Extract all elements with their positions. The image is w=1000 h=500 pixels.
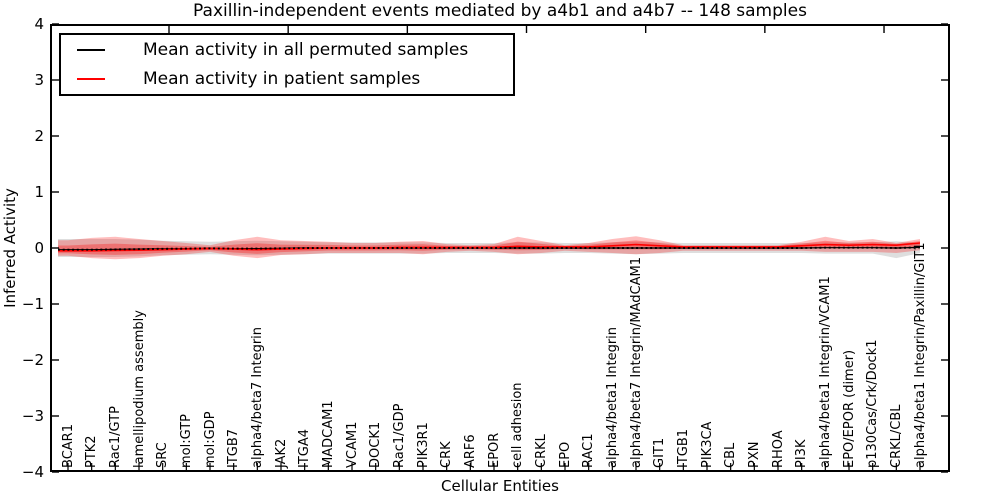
x-tick-label: alpha4/beta1 Integrin/Paxillin/GIT1 (912, 242, 928, 468)
x-tick-label: ITGB7 (226, 428, 242, 468)
x-tick-label: CRKL/CBL (888, 404, 904, 469)
x-tick-label: alpha4/beta7 Integrin (249, 326, 265, 468)
x-tick-label: lamellipodium assembly (131, 310, 147, 468)
x-tick-label: Rac1/GTP (107, 406, 123, 468)
chart-title: Paxillin-independent events mediated by … (193, 1, 807, 21)
y-tick-label: −3 (21, 407, 44, 425)
x-tick-label: BCAR1 (60, 424, 76, 468)
y-tick-label: 3 (34, 71, 44, 89)
x-tick-label: EPOR (486, 432, 502, 468)
x-tick-label: ITGB1 (675, 428, 691, 468)
plot-frame (50, 24, 950, 472)
legend: Mean activity in all permuted samples Me… (59, 33, 515, 96)
x-tick-label: alpha4/beta7 Integrin/MAdCAM1 (628, 257, 644, 468)
x-tick-label: SRC (155, 442, 171, 468)
x-axis-label: Cellular Entities (441, 477, 559, 495)
x-tick-label: ITGA4 (297, 428, 313, 468)
x-tick-label: cell adhesion (510, 382, 526, 468)
x-tick-label: VCAM1 (344, 421, 360, 468)
x-tick-label: PTK2 (84, 435, 100, 468)
permuted-mean-dotted-line (58, 246, 921, 251)
x-tick-label: PIK3R1 (415, 422, 431, 468)
x-tick-label: p130Cas/Crk/Dock1 (865, 339, 881, 468)
legend-label: Mean activity in patient samples (143, 69, 421, 89)
x-tick-label: PI3K (794, 439, 810, 468)
y-tick-label: 4 (34, 15, 44, 33)
x-tick-label: EPO/EPOR (dimer) (841, 349, 857, 468)
x-tick-label: alpha4/beta1 Integrin/VCAM1 (817, 276, 833, 468)
y-tick-label: −1 (21, 295, 44, 313)
x-tick-label: EPO (557, 441, 573, 468)
y-tick-label: 1 (34, 183, 44, 201)
x-tick-label: DOCK1 (368, 421, 384, 468)
x-tick-label: ARF6 (462, 434, 478, 468)
legend-label: Mean activity in all permuted samples (143, 40, 469, 60)
x-tick-label: mol:GTP (178, 414, 194, 468)
legend-item-patient: Mean activity in patient samples (61, 68, 513, 90)
x-tick-label: CBL (723, 442, 739, 468)
x-tick-label: RAC1 (581, 433, 597, 468)
x-tick-label: PXN (746, 441, 762, 468)
y-tick-label: 2 (34, 127, 44, 145)
x-tick-label: PIK3CA (699, 421, 715, 468)
x-tick-label: MADCAM1 (320, 400, 336, 468)
y-tick-label: 0 (34, 239, 44, 257)
x-tick-label: mol:GDP (202, 411, 218, 468)
x-tick-label: CRKL (533, 434, 549, 468)
x-tick-label: RHOA (770, 430, 786, 468)
black-line-swatch-icon (77, 49, 105, 51)
legend-item-permuted: Mean activity in all permuted samples (61, 39, 513, 61)
x-tick-label: CRK (439, 441, 455, 468)
x-tick-label: alpha4/beta1 Integrin (604, 326, 620, 468)
x-tick-label: Rac1/GDP (391, 403, 407, 468)
x-tick-label: JAK2 (273, 438, 289, 468)
y-tick-label: −4 (21, 463, 44, 481)
red-line-swatch-icon (77, 78, 105, 80)
y-tick-label: −2 (21, 351, 44, 369)
x-tick-label: GIT1 (652, 437, 668, 468)
